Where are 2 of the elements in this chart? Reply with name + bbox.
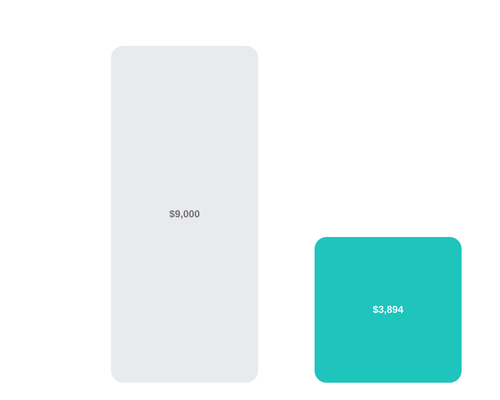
- data-label: $9,000: [169, 210, 200, 219]
- data-label: $3,894: [372, 305, 404, 314]
